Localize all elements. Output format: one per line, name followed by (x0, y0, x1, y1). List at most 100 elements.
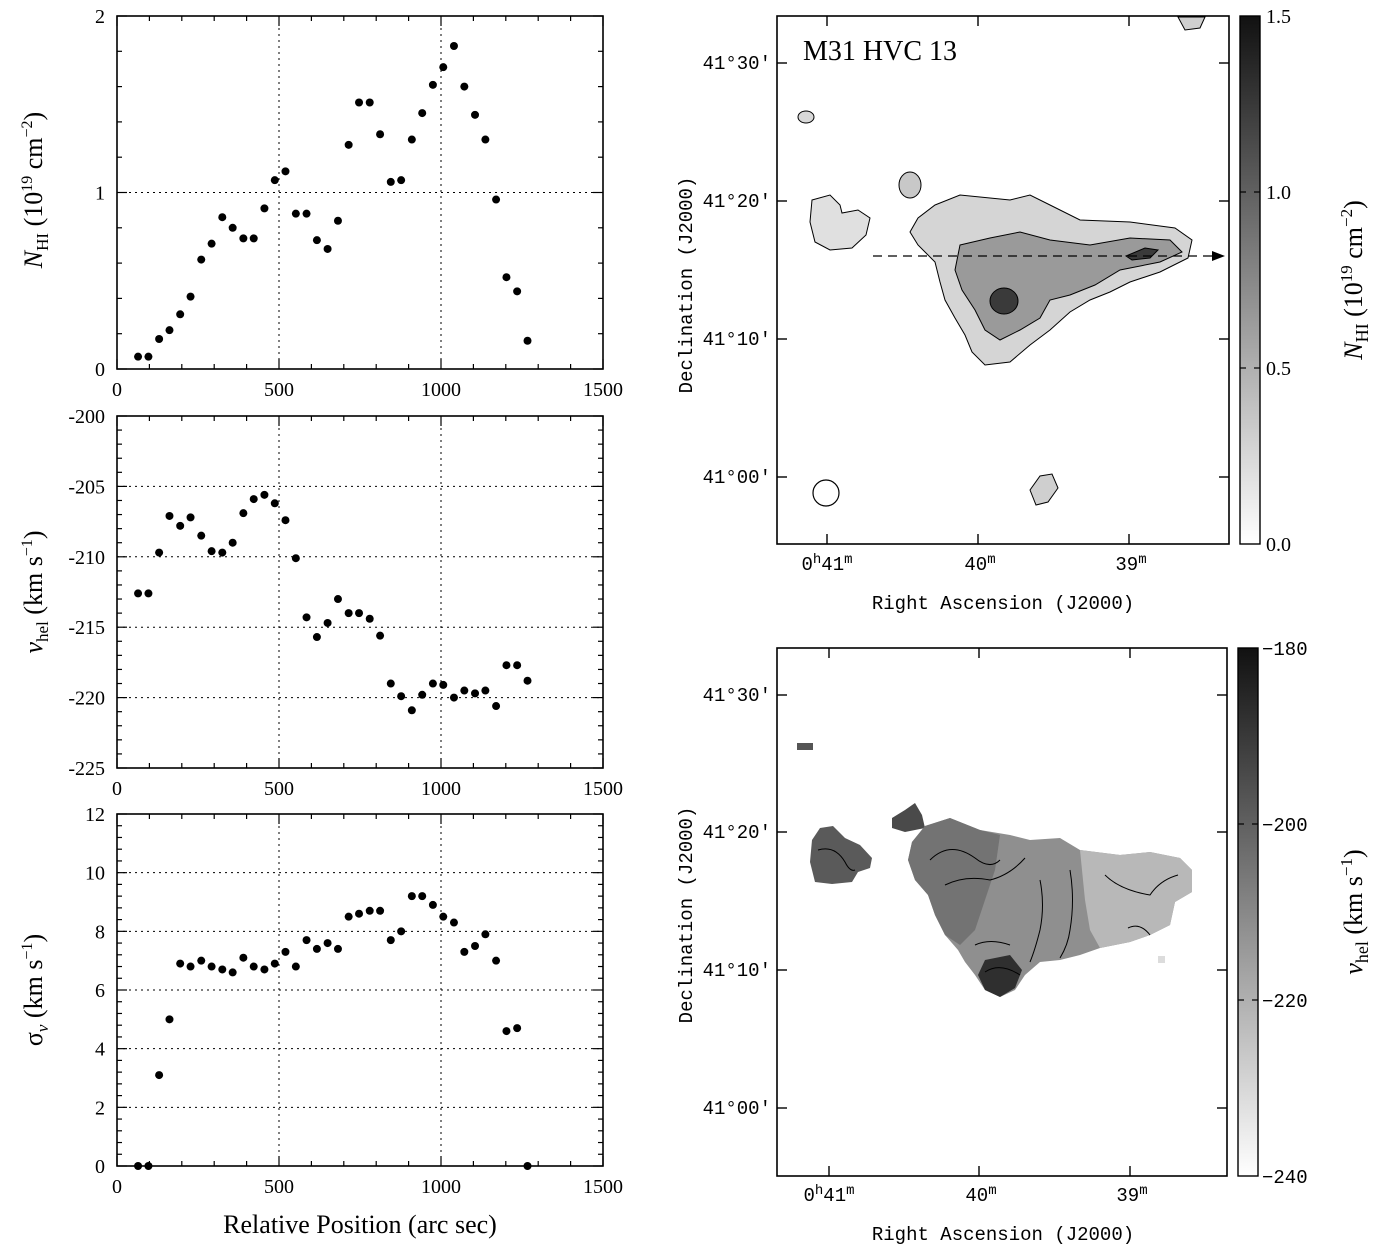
data-point (407, 135, 416, 144)
data-point (460, 947, 469, 956)
nhi-south-clump (1029, 473, 1059, 506)
dec-tick-30-b: 41°30′ (703, 685, 771, 707)
data-point (365, 906, 374, 915)
velocity-dark-tip (978, 955, 1022, 997)
dispersion-axis-label: σv (km s−1) (19, 934, 52, 1046)
beam-circle (812, 479, 840, 507)
data-point (228, 968, 237, 977)
ra-tick-39: 39m (1115, 552, 1146, 576)
cb1-tick-00: 0.0 (1266, 534, 1291, 556)
data-point (186, 292, 195, 301)
data-point (302, 936, 311, 945)
ra-tick-40-b: 40m (965, 1183, 996, 1207)
data-point (523, 336, 532, 345)
data-point (365, 98, 374, 107)
data-point (481, 930, 490, 939)
data-point (281, 516, 290, 525)
nhi-map-xlabel: Right Ascension (J2000) (872, 593, 1134, 615)
y-tick-label: 12 (85, 804, 105, 826)
ra-tick-39-b: 39m (1116, 1183, 1147, 1207)
data-point (207, 547, 216, 556)
data-point (460, 686, 469, 695)
dec-tick-20: 41°20′ (703, 191, 771, 213)
velocity-axis-label: vhel (km s−1) (19, 530, 52, 653)
y-tick-label: -225 (68, 758, 105, 780)
data-point (218, 213, 227, 222)
velocity-map-ticks (777, 648, 1227, 1176)
data-point (397, 176, 406, 185)
nhi-map-panel: M31 HVC 13 41°30′ 41°20′ 41°10′ 41°00′ 0… (676, 6, 1372, 615)
dec-tick-10-b: 41°10′ (703, 960, 771, 982)
data-point (481, 686, 490, 695)
map-title: M31 HVC 13 (803, 36, 957, 67)
velocity-profile-panel: 0 500 1000 1500 -225 -220 -215 -210 -205 -200 (68, 406, 623, 800)
data-point (186, 513, 195, 522)
data-point (344, 609, 353, 618)
data-point (333, 216, 342, 225)
data-point (155, 1071, 164, 1080)
data-point (449, 693, 458, 702)
data-point (439, 912, 448, 921)
data-point (302, 209, 311, 218)
y-tick-label: 10 (85, 863, 105, 885)
data-point (165, 1015, 174, 1024)
nhi-peak-contour-1 (989, 287, 1019, 315)
nhi-map-ticks (777, 16, 1229, 544)
data-point (144, 1162, 153, 1170)
data-point (365, 614, 374, 623)
y-tick-label: 1 (95, 183, 105, 205)
data-point (344, 912, 353, 921)
data-point (291, 962, 300, 971)
data-point (439, 680, 448, 689)
data-point (449, 42, 458, 51)
data-point (513, 1024, 522, 1033)
y-tick-label: 8 (95, 921, 105, 943)
data-point (207, 239, 216, 248)
data-point (291, 554, 300, 563)
data-point (439, 63, 448, 72)
data-point (407, 892, 416, 901)
data-point (460, 82, 469, 91)
nhi-west-clump (809, 194, 871, 251)
cb2-tick-180: −180 (1262, 639, 1308, 661)
x-tick-label: 1500 (583, 379, 623, 401)
cb2-tick-240: −240 (1262, 1167, 1308, 1189)
data-point (134, 589, 143, 598)
data-point (513, 661, 522, 670)
nhi-inner-contour (954, 231, 1183, 341)
data-point (323, 939, 332, 948)
data-point (323, 618, 332, 627)
data-point (502, 273, 511, 282)
data-point (333, 944, 342, 953)
dec-tick-30: 41°30′ (703, 53, 771, 75)
slice-arrowhead (1212, 251, 1225, 261)
nhi-north-clump (1177, 16, 1206, 31)
data-point (376, 631, 385, 640)
data-point (165, 511, 174, 520)
x-tick-label: 500 (264, 778, 294, 800)
data-point (260, 204, 269, 213)
nhi-peak-contour-2 (1124, 247, 1160, 261)
x-tick-label: 500 (264, 1176, 294, 1198)
velocity-north-patch (892, 803, 925, 832)
data-point (428, 80, 437, 89)
x-tick-label: 1500 (583, 778, 623, 800)
data-point (270, 499, 279, 508)
data-point (239, 953, 248, 962)
data-point (312, 633, 321, 642)
data-point (471, 942, 480, 950)
data-point (428, 900, 437, 909)
y-tick-label: -200 (68, 406, 105, 428)
data-point (523, 676, 532, 685)
cb1-tick-15: 1.5 (1266, 6, 1291, 28)
data-point (197, 956, 206, 965)
data-point (144, 589, 153, 598)
velocity-pixel-patch (797, 743, 813, 750)
y-tick-label: -215 (68, 617, 105, 639)
data-point (207, 962, 216, 971)
nhi-profile-panel: 0 500 1000 1500 0 1 2 (95, 6, 623, 401)
dec-tick-00: 41°00′ (703, 467, 771, 489)
data-point (176, 959, 185, 968)
x-tick-label: 1000 (421, 1176, 461, 1198)
nhi-colorbar-label: NHI (1019 cm−2) (1337, 200, 1372, 361)
